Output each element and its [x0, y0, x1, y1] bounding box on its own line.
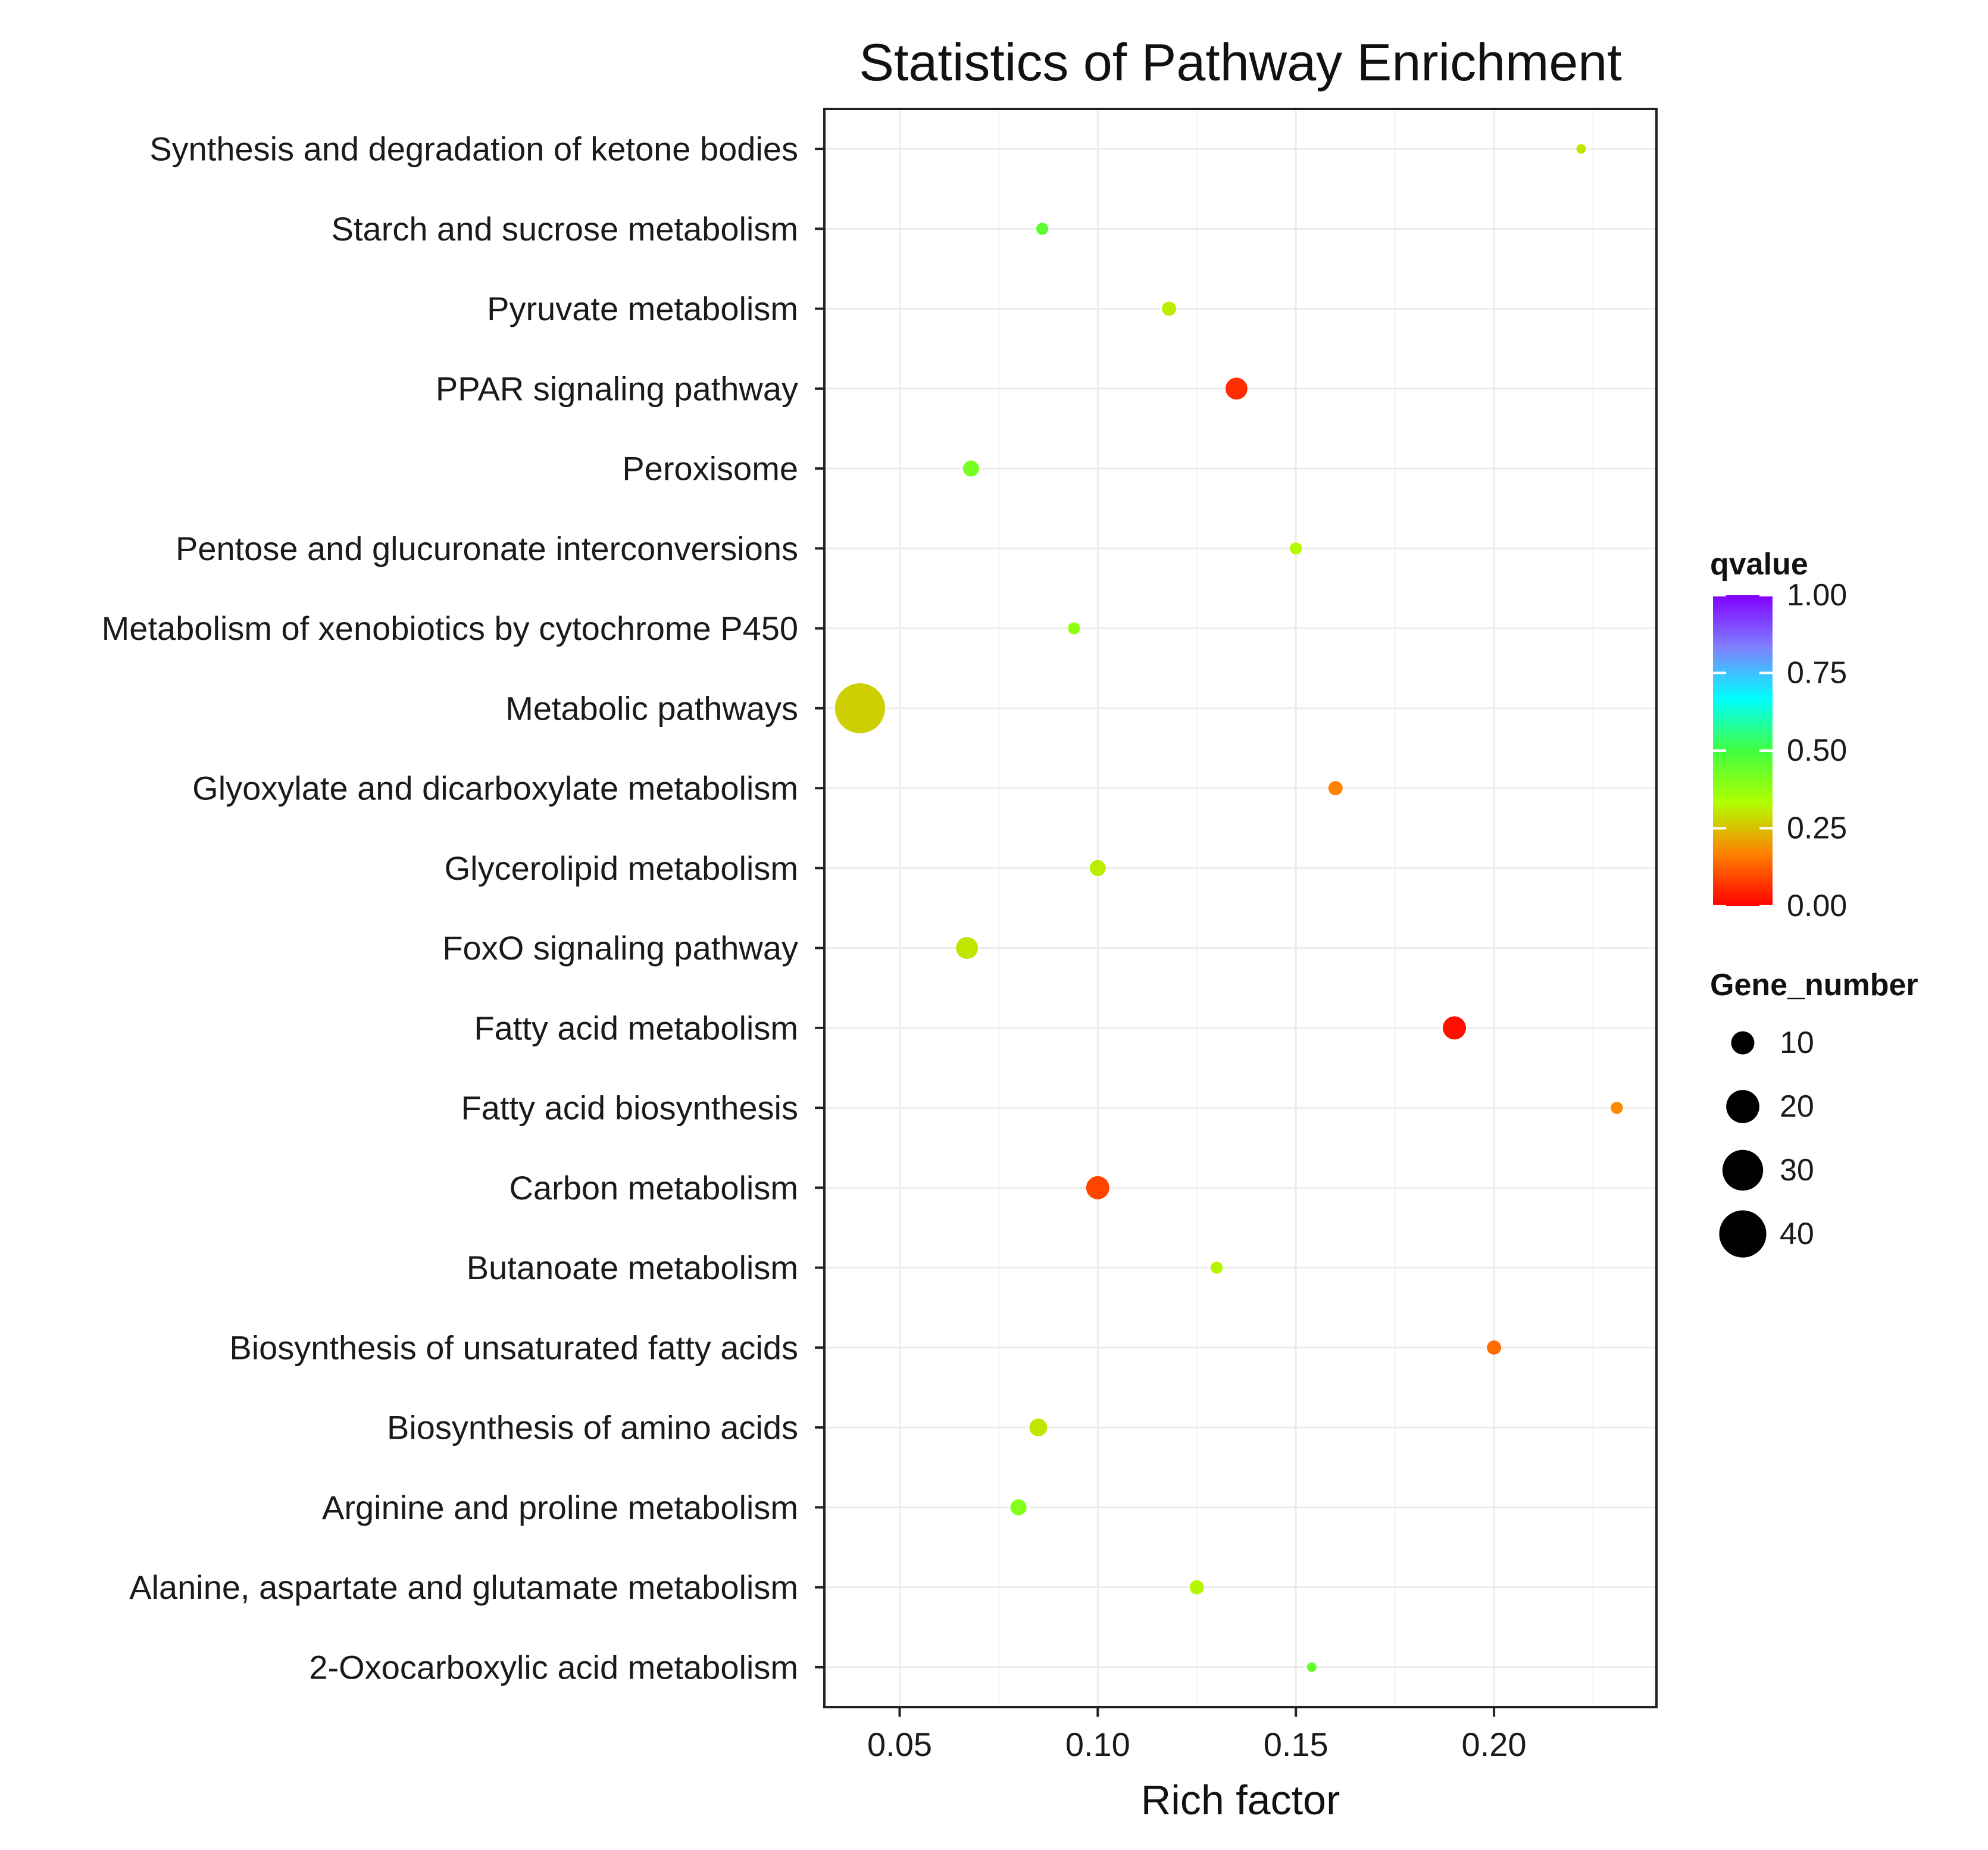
y-tick-label: Synthesis and degradation of ketone bodi… [149, 130, 798, 168]
data-point [1029, 1418, 1048, 1437]
gene-number-legend-label: 40 [1780, 1217, 1814, 1251]
qvalue-legend-label: 1.00 [1787, 578, 1847, 612]
qvalue-legend-label: 0.75 [1787, 656, 1847, 690]
data-point [1306, 1662, 1317, 1672]
y-tick-label: Metabolic pathways [505, 689, 798, 727]
y-tick-label: Metabolism of xenobiotics by cytochrome … [102, 610, 798, 647]
gene-number-legend-label: 30 [1780, 1153, 1814, 1188]
gene-number-legend-dot [1726, 1090, 1759, 1123]
gene-number-legend-dot [1722, 1149, 1764, 1191]
legend: qvalue 1.000.750.500.250.00 Gene_number … [1710, 547, 1918, 1258]
data-point [1162, 301, 1177, 316]
y-tick-label: Butanoate metabolism [467, 1249, 798, 1286]
x-tick-label: 0.05 [867, 1726, 932, 1763]
y-tick-label: PPAR signaling pathway [436, 370, 798, 407]
y-tick-label: FoxO signaling pathway [442, 929, 798, 967]
y-tick-label: Alanine, aspartate and glutamate metabol… [129, 1568, 798, 1606]
data-point [962, 460, 979, 477]
data-point [1225, 377, 1248, 400]
y-tick-label: Pyruvate metabolism [487, 290, 798, 327]
gene-number-legend-dot [1731, 1031, 1755, 1055]
y-tick-label: Arginine and proline metabolism [322, 1489, 798, 1526]
grid-layer [824, 109, 1656, 1707]
gene-number-legend-label: 10 [1780, 1026, 1814, 1060]
data-point [834, 683, 885, 733]
plot-frame [823, 108, 1658, 1708]
qvalue-legend-title: qvalue [1710, 547, 1808, 582]
data-point [1086, 1176, 1109, 1199]
points-layer [834, 144, 1623, 1672]
y-tick-label: Carbon metabolism [509, 1169, 798, 1207]
gene-number-legend-dot [1719, 1210, 1767, 1258]
x-axis-label: Rich factor [1141, 1777, 1340, 1823]
y-axis: Synthesis and degradation of ketone bodi… [102, 130, 824, 1686]
data-point [1328, 781, 1343, 796]
data-point [1442, 1016, 1466, 1040]
y-tick-label: Pentose and glucuronate interconversions [176, 530, 798, 567]
chart-title: Statistics of Pathway Enrichment [859, 33, 1621, 92]
y-tick-label: Fatty acid metabolism [474, 1009, 798, 1046]
x-tick-label: 0.20 [1462, 1726, 1527, 1763]
data-point [1210, 1261, 1223, 1274]
x-tick-label: 0.10 [1065, 1726, 1130, 1763]
data-point [1290, 542, 1302, 555]
data-point [1189, 1580, 1204, 1595]
x-axis: 0.05 0.10 0.15 0.20 [867, 1707, 1527, 1763]
y-tick-label: Starch and sucrose metabolism [332, 210, 798, 248]
y-tick-label: Biosynthesis of amino acids [387, 1409, 798, 1446]
qvalue-legend-label: 0.25 [1787, 811, 1847, 846]
gene-number-legend-items: 10 20 30 40 [1719, 1026, 1814, 1258]
qvalue-legend-label: 0.00 [1787, 889, 1847, 923]
qvalue-legend-label: 0.50 [1787, 733, 1847, 768]
data-point [1068, 622, 1080, 635]
y-tick-label: Biosynthesis of unsaturated fatty acids [229, 1329, 798, 1366]
gene-number-legend-title: Gene_number [1710, 968, 1918, 1002]
qvalue-colorbar-ticks: 1.00 0.75 0.50 0.25 0.00 [1713, 578, 1847, 923]
y-tick-label: Glycerolipid metabolism [445, 849, 798, 887]
data-point [1487, 1340, 1502, 1355]
y-tick-label: Fatty acid biosynthesis [461, 1089, 798, 1127]
y-tick-label: Glyoxylate and dicarboxylate metabolism [192, 770, 798, 807]
data-point [1036, 223, 1049, 235]
gene-number-legend-label: 20 [1780, 1089, 1814, 1124]
x-tick-label: 0.15 [1264, 1726, 1329, 1763]
data-point [956, 937, 979, 960]
data-point [1010, 1499, 1027, 1515]
data-point [1089, 860, 1106, 876]
data-point [1576, 144, 1586, 154]
data-point [1611, 1101, 1623, 1114]
y-tick-label: Peroxisome [622, 450, 798, 488]
y-tick-label: 2-Oxocarboxylic acid metabolism [309, 1648, 798, 1686]
